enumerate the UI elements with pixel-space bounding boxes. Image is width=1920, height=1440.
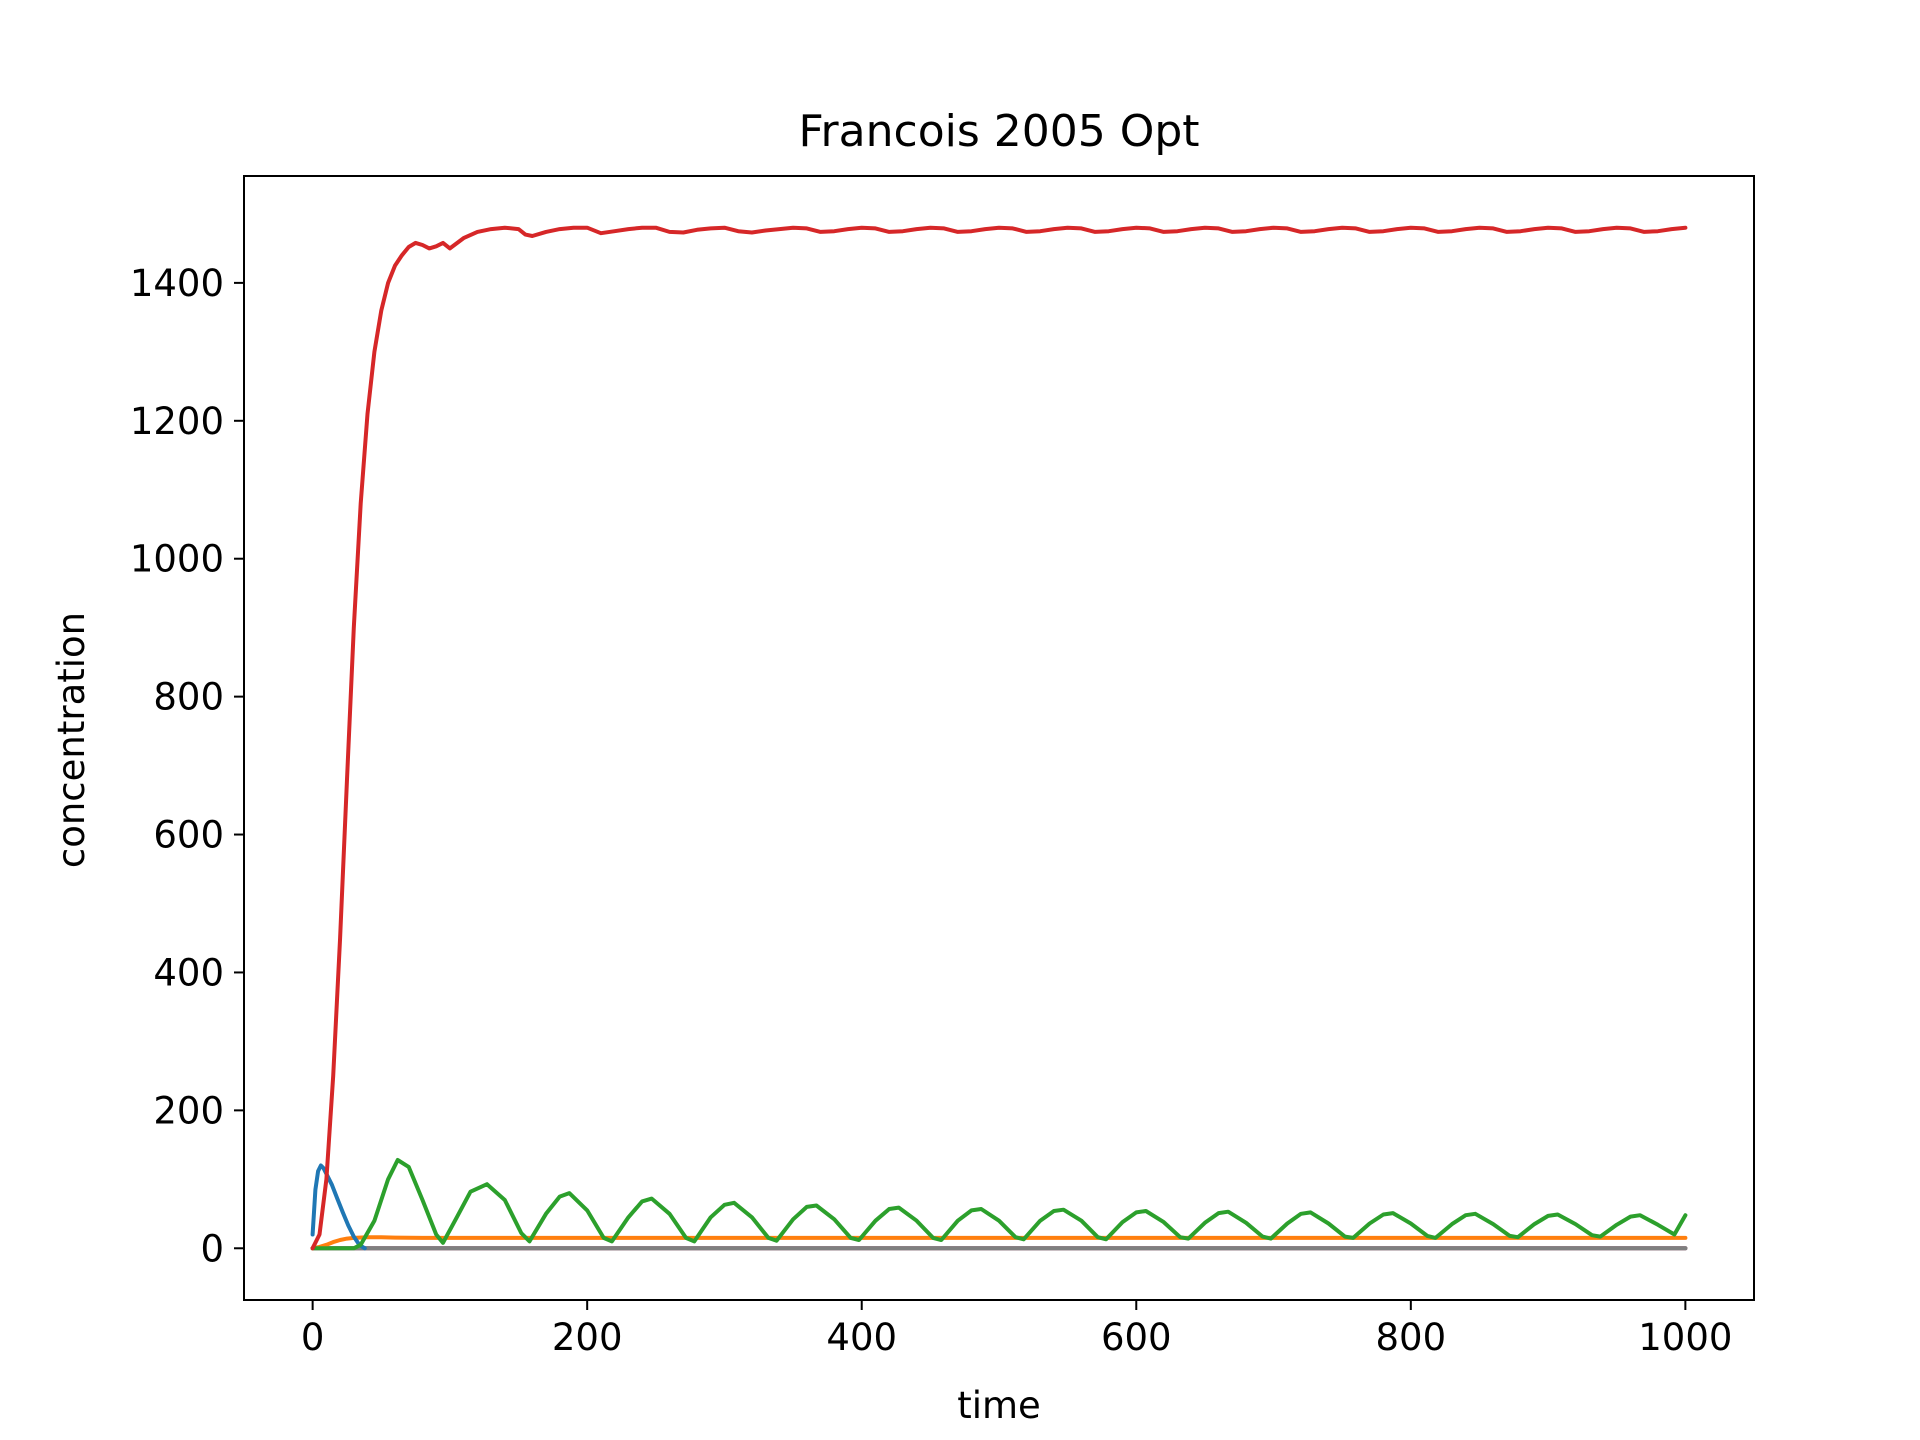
series-line-2 [310, 1235, 1688, 1251]
chart-title: Francois 2005 Opt [798, 106, 1199, 157]
y-tick-label: 1400 [130, 262, 224, 305]
x-tick-label: 400 [826, 1316, 897, 1359]
y-tick-label: 1000 [130, 538, 224, 581]
y-tick-label: 800 [153, 676, 224, 719]
y-axis-label: concentration [50, 612, 93, 868]
plot-frame [243, 175, 1755, 1301]
y-tick-label: 400 [153, 951, 224, 994]
x-tick-label: 0 [301, 1316, 325, 1359]
y-tick-label: 0 [200, 1227, 224, 1270]
x-tick-label: 1000 [1638, 1316, 1732, 1359]
y-tick-label: 600 [153, 814, 224, 857]
y-axis: 0 200 400 600 800 1000 1200 1400 [130, 262, 244, 1270]
x-tick-label: 200 [552, 1316, 623, 1359]
x-tick-label: 800 [1376, 1316, 1447, 1359]
x-axis: 0 200 400 600 800 1000 [301, 1300, 1732, 1359]
series-line-3 [310, 1158, 1688, 1251]
series-line-1 [310, 1163, 367, 1251]
series-line-4 [310, 225, 1688, 1251]
x-axis-label: time [957, 1384, 1041, 1427]
x-tick-label: 600 [1101, 1316, 1172, 1359]
y-tick-label: 200 [153, 1089, 224, 1132]
series-layer [310, 225, 1688, 1251]
y-tick-label: 1200 [130, 400, 224, 443]
